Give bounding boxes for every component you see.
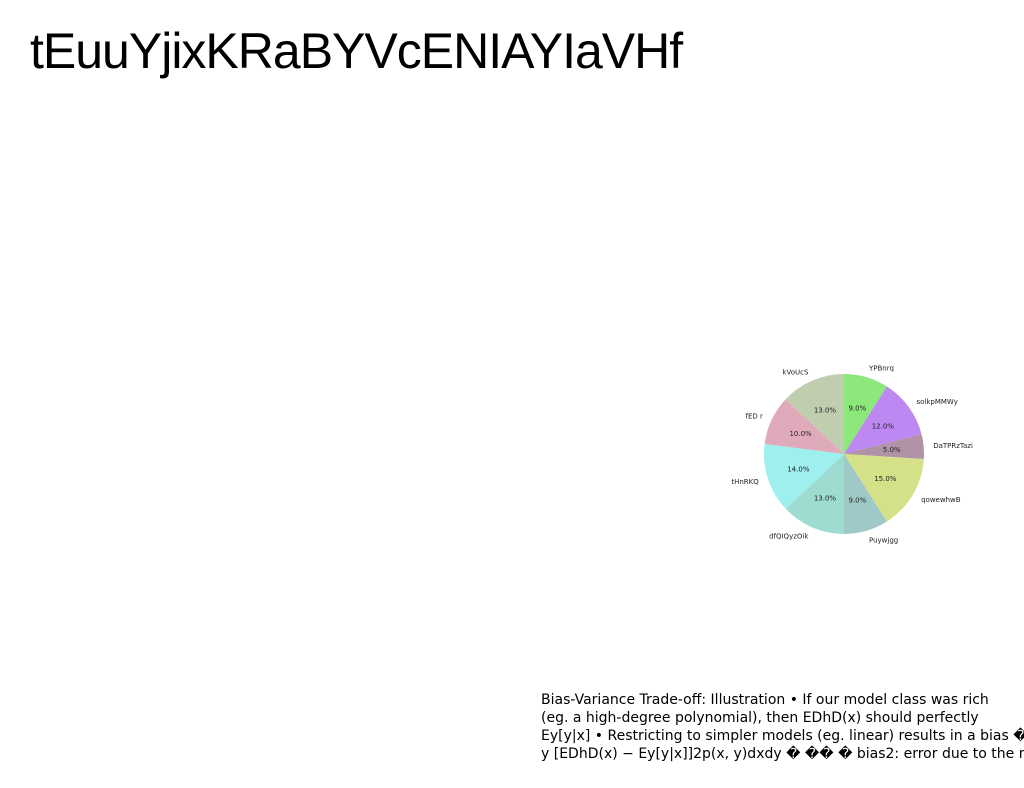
- pie-slice: [785, 374, 844, 454]
- pie-percent-label: 13.0%: [814, 406, 837, 414]
- pie-percent-label: 9.0%: [848, 404, 866, 412]
- pie-slice: [785, 454, 844, 534]
- pie-percent-labels: 9.0% 12.0% 5.0% 15.0% 9.0% 13.0% 14.0% 10.0% 13.…: [787, 404, 901, 504]
- pie-slice: [764, 399, 844, 454]
- pie-percent-label: 12.0%: [872, 422, 895, 430]
- pie-category-label: solkpMMWy: [916, 398, 957, 406]
- body-line: Bias-Variance Trade-off: Illustration • …: [541, 692, 989, 708]
- pie-percent-label: 15.0%: [874, 475, 897, 483]
- pie-chart: 9.0% 12.0% 5.0% 15.0% 9.0% 13.0% 14.0% 10.0% 13.…: [731, 364, 973, 544]
- pie-category-label: tHnRKQ: [731, 478, 759, 486]
- pie-category-labels: YPBnrq solkpMMWy DaTPRzTazi qowewhwB Puywjgg…: [731, 364, 973, 544]
- pie-slice: [844, 374, 887, 454]
- pie-slice: [763, 443, 844, 509]
- body-line: (eg. a high-degree polynomial), then EDh…: [541, 710, 979, 726]
- pie-category-label: qowewhwB: [921, 496, 961, 504]
- pie-percent-label: 14.0%: [787, 465, 810, 473]
- pie-percent-label: 9.0%: [848, 497, 866, 505]
- pie-category-label: YPBnrq: [868, 364, 894, 372]
- pie-category-label: Puywjgg: [869, 537, 898, 545]
- pie-slice: [844, 434, 924, 460]
- pie-slice: [844, 454, 924, 522]
- pie-slice: [844, 386, 922, 454]
- pie-category-label: kVoUcS: [782, 368, 809, 376]
- pie-slices: [763, 374, 924, 534]
- pie-category-label: fED r: [746, 412, 764, 420]
- pie-percent-label: 10.0%: [789, 430, 812, 438]
- body-line: Ey[y|x] • Restricting to simpler models …: [541, 728, 1024, 744]
- slide-title: tEuuYjixKRaBYVcENIAYIaVHf: [30, 23, 683, 79]
- pie-category-label: dfQIQyzOik: [769, 533, 809, 541]
- pie-slice: [844, 454, 887, 534]
- pie-percent-label: 13.0%: [814, 495, 837, 503]
- pie-category-label: DaTPRzTazi: [933, 442, 973, 450]
- pie-percent-label: 5.0%: [883, 446, 901, 454]
- body-line: y [EDhD(x) − Ey[y|x]]2p(x, y)dxdy � �� �…: [541, 746, 1024, 762]
- slide-body-text: Bias-Variance Trade-off: Illustration • …: [541, 691, 1024, 763]
